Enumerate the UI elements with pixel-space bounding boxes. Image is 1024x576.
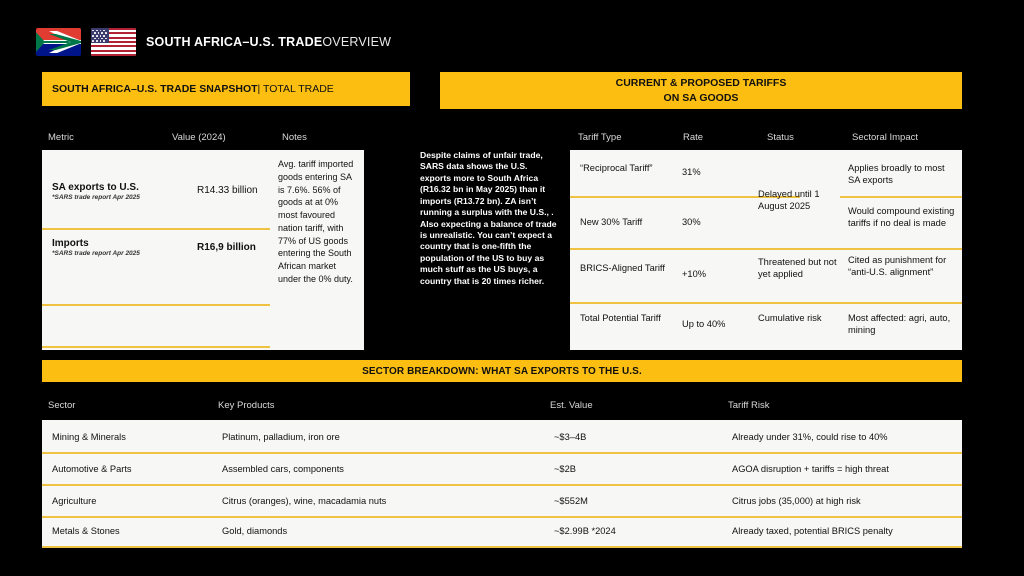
tariffs-col-impact: Sectoral Impact [852, 132, 918, 143]
sector-col-risk: Tariff Risk [728, 400, 770, 411]
tariffs-type-0: “Reciprocal Tariff” [580, 163, 653, 173]
south-africa-flag-icon [36, 28, 81, 56]
tariffs-table-header: Tariff Type Rate Status Sectoral Impact [578, 132, 962, 143]
tariffs-type-3: Total Potential Tariff [580, 313, 661, 323]
snapshot-col-metric: Metric [48, 132, 74, 143]
sector-risk-1: AGOA disruption + tariffs = high threat [732, 464, 889, 474]
tariffs-table-card: “Reciprocal Tariff” 31% Delayed until 1 … [570, 150, 962, 350]
snapshot-source-1: *SARS trade report Apr 2025 [52, 250, 140, 257]
tariffs-status-3: Cumulative risk [758, 313, 822, 323]
sector-risk-3: Already taxed, potential BRICS penalty [732, 526, 893, 536]
tariffs-rate-1: 30% [682, 217, 701, 227]
tariffs-type-2: BRICS-Aligned Tariff [580, 263, 665, 273]
sector-value-1: ~$2B [554, 464, 576, 474]
tariffs-rate-0: 31% [682, 167, 701, 177]
sector-col-sector: Sector [48, 400, 76, 411]
sector-name-3: Metals & Stones [52, 526, 120, 536]
snapshot-notes-text: Avg. tariff imported goods entering SA i… [278, 159, 354, 284]
sector-products-1: Assembled cars, components [222, 464, 344, 474]
table-row: SA exports to U.S. *SARS trade report Ap… [52, 182, 192, 201]
sector-banner: SECTOR BREAKDOWN: WHAT SA EXPORTS TO THE… [42, 360, 962, 382]
snapshot-metric-0: SA exports to U.S. [52, 182, 139, 193]
tariffs-impact-3: Most affected: agri, auto, mining [848, 313, 951, 336]
tariffs-banner-line2: ON SA GOODS [663, 91, 739, 104]
tariffs-banner: CURRENT & PROPOSED TARIFFS ON SA GOODS [440, 72, 962, 109]
tariffs-col-rate: Rate [683, 132, 704, 143]
tariffs-status-merged: Delayed until 1 August 2025 [758, 189, 820, 212]
sector-value-2: ~$552M [554, 496, 588, 506]
snapshot-notes-card: Avg. tariff imported goods entering SA i… [270, 150, 364, 350]
page-title-light: OVERVIEW [322, 35, 392, 49]
snapshot-value-0: R14.33 billion [197, 185, 258, 196]
tariffs-banner-line1: CURRENT & PROPOSED TARIFFS [615, 77, 787, 90]
commentary-text: Despite claims of unfair trade, SARS dat… [420, 150, 557, 286]
sector-risk-0: Already under 31%, could rise to 40% [732, 432, 888, 442]
snapshot-banner-light: | TOTAL TRADE [257, 83, 334, 95]
sector-name-2: Agriculture [52, 496, 97, 506]
snapshot-metric-1: Imports [52, 238, 89, 249]
sector-value-3: ~$2.99B *2024 [554, 526, 616, 536]
tariffs-status-2: Threatened but not yet applied [758, 257, 837, 280]
sector-col-value: Est. Value [550, 400, 593, 411]
snapshot-banner: SOUTH AFRICA–U.S. TRADE SNAPSHOT | TOTAL… [42, 72, 410, 106]
tariffs-rate-2: +10% [682, 269, 707, 279]
snapshot-col-value: Value (2024) [172, 132, 226, 143]
sector-products-3: Gold, diamonds [222, 526, 288, 536]
united-states-flag-icon [91, 28, 136, 56]
tariffs-impact-0: Applies broadly to most SA exports [848, 163, 945, 186]
page-header: SOUTH AFRICA–U.S. TRADEOVERVIEW [36, 28, 391, 56]
sector-products-2: Citrus (oranges), wine, macadamia nuts [222, 496, 387, 506]
table-row: Imports *SARS trade report Apr 2025 [52, 238, 192, 257]
snapshot-value-1: R16,9 billion [197, 242, 256, 253]
page-title: SOUTH AFRICA–U.S. TRADEOVERVIEW [146, 35, 391, 49]
sector-name-1: Automotive & Parts [52, 464, 132, 474]
page-title-bold: SOUTH AFRICA–U.S. TRADE [146, 35, 323, 49]
tariffs-rate-3: Up to 40% [682, 319, 726, 329]
snapshot-banner-bold: SOUTH AFRICA–U.S. TRADE SNAPSHOT [52, 83, 258, 95]
tariffs-impact-2: Cited as punishment for “anti-U.S. align… [848, 255, 947, 278]
snapshot-source-0: *SARS trade report Apr 2025 [52, 194, 140, 201]
tariffs-impact-1: Would compound existing tariffs if no de… [848, 206, 955, 229]
tariffs-col-status: Status [767, 132, 794, 143]
sector-value-0: ~$3–4B [554, 432, 587, 442]
snapshot-col-notes: Notes [282, 132, 307, 143]
sector-name-0: Mining & Minerals [52, 432, 126, 442]
tariffs-type-1: New 30% Tariff [580, 217, 643, 227]
sector-risk-2: Citrus jobs (35,000) at high risk [732, 496, 861, 506]
tariffs-col-type: Tariff Type [578, 132, 622, 143]
sector-table-header: Sector Key Products Est. Value Tariff Ri… [48, 400, 962, 411]
sector-products-0: Platinum, palladium, iron ore [222, 432, 340, 442]
sector-table-card: Mining & Minerals Platinum, palladium, i… [42, 420, 962, 548]
sector-col-products: Key Products [218, 400, 275, 411]
snapshot-table-header: Metric Value (2024) Notes [48, 132, 408, 143]
